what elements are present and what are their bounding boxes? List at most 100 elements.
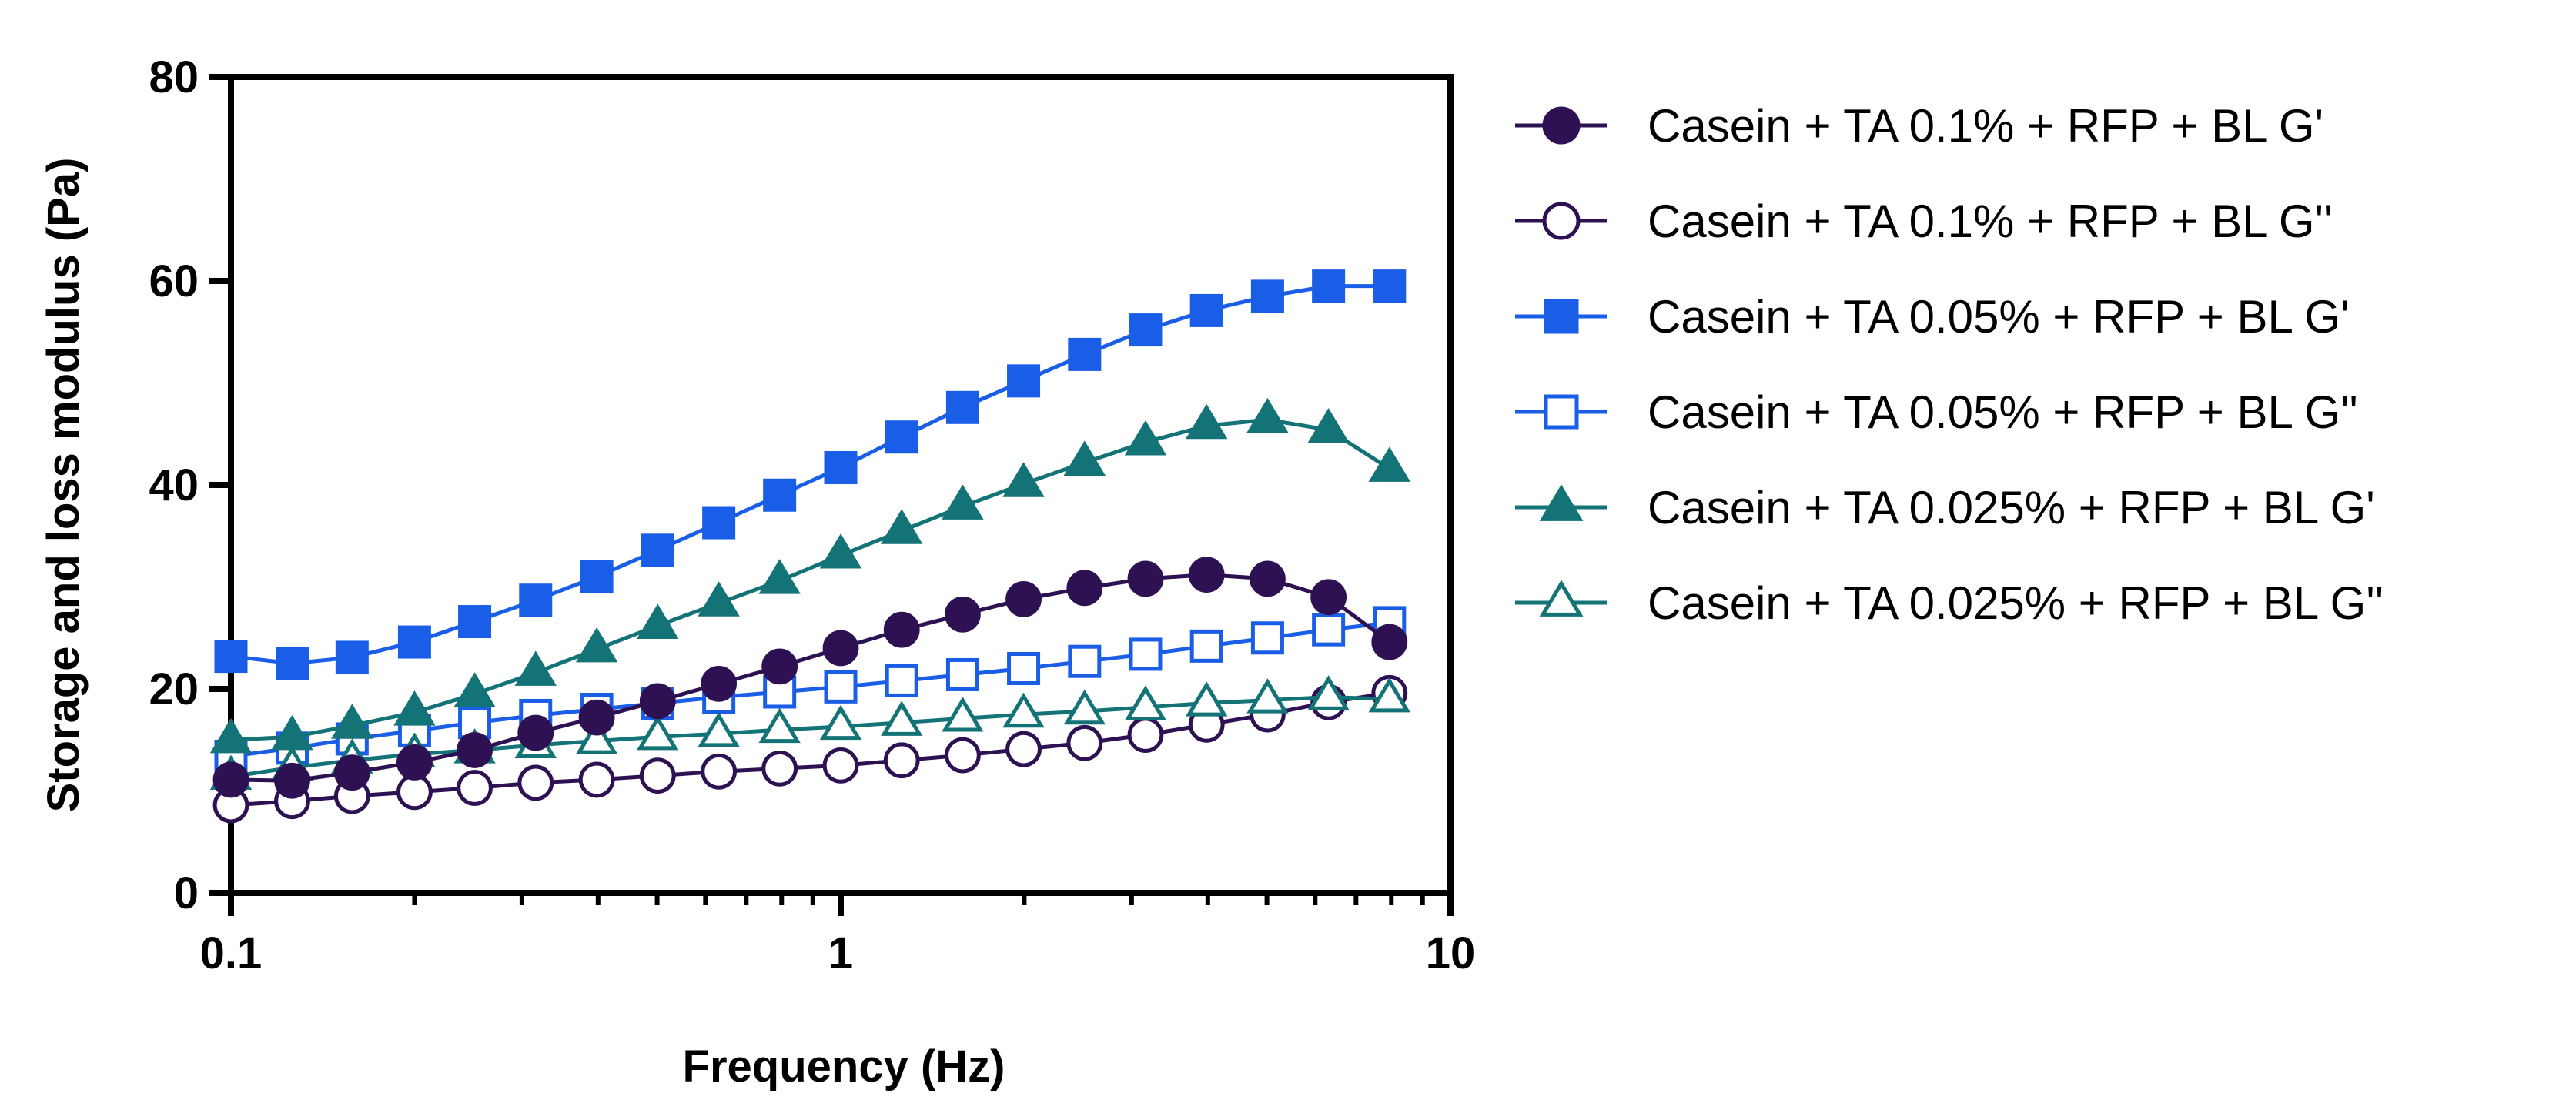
data-point [885,420,918,454]
x-tick-label: 10 [1426,928,1476,978]
data-point [1007,364,1041,398]
series-5 [209,397,1410,754]
data-point [1066,724,1103,761]
y-tick-label: 0 [174,868,199,918]
data-point [1250,621,1284,655]
data-point [761,648,798,685]
data-point [822,630,859,667]
data-point [453,672,496,707]
data-point [637,714,679,751]
data-point [1250,279,1284,313]
legend-marker [1544,299,1579,334]
data-point [945,390,979,424]
legend-entry: Casein + TA 0.025% + RFP + BL G'' [1515,577,2384,629]
data-point [824,450,858,484]
data-point [578,761,615,798]
data-point [580,560,614,593]
data-point [698,711,740,747]
data-point [457,732,493,768]
data-point [698,581,740,617]
data-point [1124,685,1167,720]
data-point [1068,644,1102,678]
data-point [517,714,554,751]
data-point [1124,420,1167,456]
data-point [396,744,433,781]
y-tick-label: 80 [149,52,199,102]
data-point [1129,637,1163,671]
x-tick-label: 0.1 [200,928,263,978]
data-point [822,747,859,784]
series-4 [214,606,1407,773]
data-point [1371,624,1408,660]
data-point [1185,403,1228,440]
data-point [1005,581,1042,617]
data-point [1127,560,1164,597]
data-point [637,603,679,639]
data-point [1185,681,1228,717]
legend-label: Casein + TA 0.1% + RFP + BL G'' [1648,196,2332,247]
legend-marker [1539,580,1584,617]
data-point [1189,293,1223,327]
data-point [1002,462,1045,497]
data-point [702,506,736,540]
data-point [331,704,373,739]
data-point [881,700,923,736]
data-point [1246,678,1289,714]
legend-entry: Casein + TA 0.1% + RFP + BL G'' [1515,196,2332,247]
data-point [761,750,798,787]
data-point [458,605,492,639]
data-point [1063,440,1106,476]
data-point [758,707,801,744]
legend-marker [1539,484,1584,521]
x-tick-label: 1 [828,928,853,978]
legend-entry: Casein + TA 0.05% + RFP + BL G' [1515,291,2349,343]
data-point [883,611,920,648]
data-point [393,690,436,726]
legend-entry: Casein + TA 0.05% + RFP + BL G'' [1515,386,2358,438]
data-point [517,764,554,801]
data-point [1307,408,1350,443]
series-line [230,284,1390,666]
data-point [519,583,553,617]
y-tick-label: 60 [149,256,199,306]
data-point [575,627,618,663]
data-point [214,640,248,674]
data-point [639,683,676,720]
series-1 [212,557,1408,799]
legend-marker [1542,106,1581,145]
data-point [1312,269,1346,303]
legend-entry: Casein + TA 0.025% + RFP + BL G' [1515,482,2375,533]
data-point [942,696,984,732]
data-point [514,650,557,686]
legend-label: Casein + TA 0.05% + RFP + BL G'' [1648,386,2358,438]
legend-label: Casein + TA 0.025% + RFP + BL G' [1648,482,2375,533]
data-point [763,478,797,512]
y-tick-label: 40 [149,460,199,510]
data-point [1250,560,1286,597]
legend-label: Casein + TA 0.1% + RFP + BL G' [1648,100,2323,152]
data-point [1129,313,1163,347]
data-point [1068,337,1102,371]
legend-marker [1542,202,1581,240]
data-point [819,704,862,741]
data-point [1063,689,1106,725]
data-point [1368,446,1410,482]
data-point [1188,557,1225,593]
data-point [1310,579,1347,616]
data-point [883,742,920,779]
data-point [1312,613,1346,647]
data-point [701,753,738,790]
data-point [1005,731,1042,767]
data-point [578,699,615,736]
series-2 [212,674,1408,824]
data-point [209,717,253,754]
legend-entry: Casein + TA 0.1% + RFP + BL G' [1515,100,2323,152]
data-point [397,625,431,659]
x-axis-title: Frequency (Hz) [683,1041,1005,1092]
series-layer [209,269,1410,824]
data-point [271,714,313,751]
data-point [212,761,249,798]
data-point [1066,570,1103,607]
data-point [758,559,801,594]
